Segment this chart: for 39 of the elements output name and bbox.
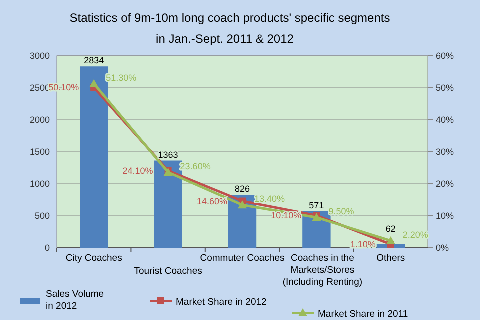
data-label: 1.10% [350,239,376,250]
y-tick-label: 3000 [30,51,50,61]
bar [154,160,182,248]
legend-label: Market Share in 2012 [176,297,267,308]
data-label: 571 [309,200,324,210]
legend-label: Market Share in 2011 [318,309,408,320]
data-label: 50.10% [48,82,80,93]
y2-tick-label: 30% [436,147,454,157]
y2-tick-label: 60% [436,51,454,61]
chart-subtitle: in Jan.-Sept. 2011 & 2012 [156,32,294,46]
y2-tick-label: 0% [436,243,450,253]
data-label: 826 [234,184,250,194]
x-tick-label: Others [376,253,406,264]
y2-tick-label: 20% [436,179,454,189]
y-tick-label: 2000 [30,115,50,125]
y-tick-label: 1000 [30,179,50,189]
data-label: 24.10% [122,166,154,176]
y-tick-label: 0 [44,243,50,253]
data-label: 9.50% [328,206,354,217]
point [238,200,247,209]
x-tick-label: Tourist Coaches [134,266,203,277]
chart-title: Statistics of 9m-10m long coach products' specific segments [70,11,390,25]
y-tick-label: 500 [34,211,50,221]
x-tick-label: City Coaches [66,253,123,264]
y-tick-label: 1500 [30,147,50,157]
y2-tick-label: 10% [436,211,454,221]
data-label: 1363 [158,150,178,160]
data-label: 14.60% [196,196,228,206]
data-label: 10.10% [271,210,302,221]
legend-label: Sales Volume in 2012 [46,289,104,312]
point [386,236,396,244]
y2-tick-label: 40% [436,115,454,125]
data-label: 62 [386,224,396,234]
data-label: 2.20% [402,230,428,240]
point [90,79,99,88]
bar [80,66,108,248]
x-tick-label: Commuter Coaches [200,253,285,264]
data-label: 2834 [84,56,104,66]
y2-tick-label: 50% [436,83,454,93]
